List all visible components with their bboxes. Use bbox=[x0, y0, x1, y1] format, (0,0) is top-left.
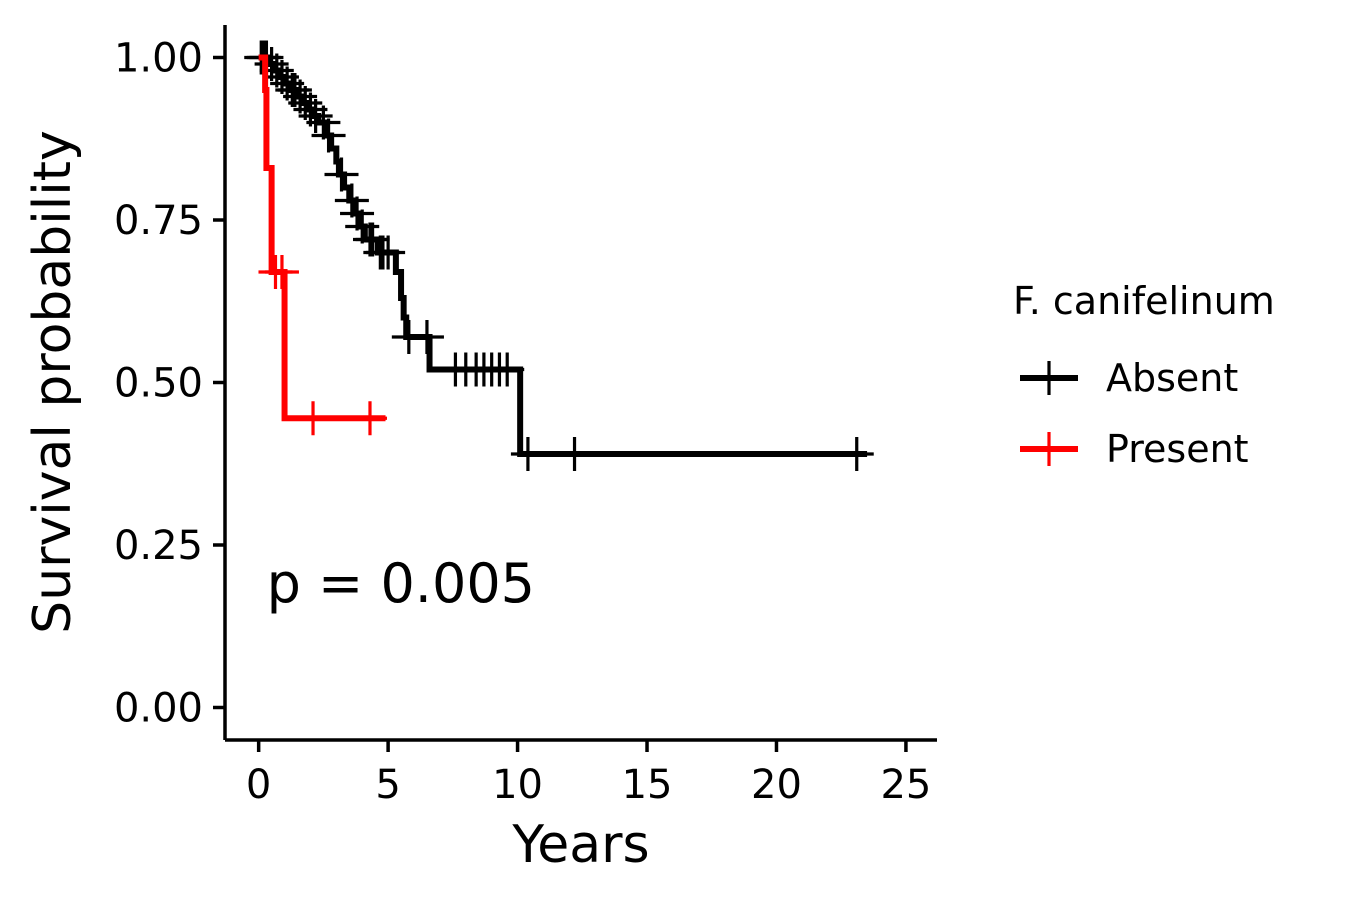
censor-mark bbox=[490, 352, 525, 387]
censor-mark bbox=[298, 99, 333, 133]
y-tick-label: 1.00 bbox=[114, 36, 203, 82]
censor-mark bbox=[311, 118, 346, 153]
censor-mark bbox=[352, 401, 387, 436]
x-tick-label: 0 bbox=[246, 762, 271, 808]
censor-mark bbox=[839, 437, 874, 471]
legend: F. canifelinum Absent Present bbox=[1013, 279, 1275, 471]
censor-mark bbox=[510, 437, 545, 471]
y-axis-label: Survival probability bbox=[23, 130, 83, 634]
y-tick-label: 0.75 bbox=[114, 198, 203, 244]
x-tick-label: 5 bbox=[375, 762, 400, 808]
x-tick-label: 25 bbox=[880, 762, 931, 808]
censor-mark bbox=[334, 183, 369, 218]
censor-mark bbox=[264, 255, 299, 289]
survival-line-present bbox=[258, 54, 386, 422]
ticks: 0 5 10 15 20 25 0.00 0.25 0.50 0.75 1.00 bbox=[114, 36, 931, 809]
censor-mark bbox=[340, 196, 375, 231]
legend-item-present: Present bbox=[1020, 427, 1249, 471]
censor-mark bbox=[306, 105, 341, 140]
x-tick-label: 10 bbox=[492, 762, 543, 808]
x-tick-label: 20 bbox=[751, 762, 802, 808]
survival-line-absent bbox=[258, 54, 868, 457]
censor-mark bbox=[557, 437, 592, 471]
x-axis-label: Years bbox=[511, 815, 649, 875]
series-present bbox=[258, 54, 387, 436]
censor-mark bbox=[293, 92, 328, 127]
y-tick-label: 0.00 bbox=[114, 686, 203, 732]
x-tick-label: 15 bbox=[622, 762, 673, 808]
survival-curves bbox=[244, 40, 874, 471]
y-tick-label: 0.25 bbox=[114, 523, 203, 569]
p-value-annotation: p = 0.005 bbox=[267, 552, 535, 615]
legend-label: Present bbox=[1106, 427, 1249, 471]
censor-mark bbox=[324, 157, 359, 192]
series-absent bbox=[244, 40, 874, 471]
censor-mark bbox=[371, 235, 406, 270]
censor-mark bbox=[296, 401, 331, 436]
censor-mark bbox=[270, 66, 305, 101]
legend-item-absent: Absent bbox=[1020, 356, 1238, 400]
censor-mark bbox=[409, 320, 444, 354]
legend-title: F. canifelinum bbox=[1013, 279, 1275, 323]
y-tick-label: 0.50 bbox=[114, 361, 203, 407]
axes bbox=[223, 25, 937, 742]
legend-label: Absent bbox=[1106, 356, 1238, 400]
